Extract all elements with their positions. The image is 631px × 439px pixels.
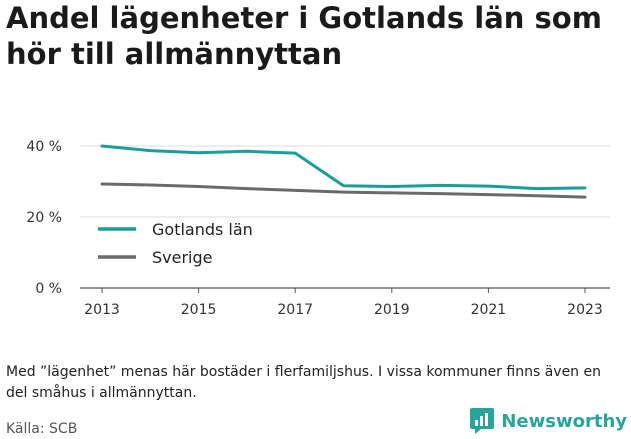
y-tick-label: 20 % [26, 210, 62, 226]
series-line [100, 182, 587, 199]
x-tick-label: 2013 [84, 302, 120, 318]
brand-logo: Newsworthy [469, 407, 627, 435]
brand-name: Newsworthy [501, 410, 627, 432]
x-tick-label: 2019 [374, 302, 410, 318]
x-tick-label: 2015 [181, 302, 217, 318]
y-tick-label: 0 % [35, 281, 62, 297]
series-line [100, 144, 587, 191]
legend-label: Gotlands län [152, 220, 253, 239]
bar-chart-speech-bubble-icon [470, 408, 495, 434]
x-tick-label: 2017 [277, 302, 313, 318]
x-axis-ticks: 2013 2015 2017 2019 2021 2023 [84, 288, 603, 318]
gridlines [80, 145, 610, 289]
line-chart: 0 % 20 % 40 % 2013 2015 2017 2019 2021 2023 Got… [26, 139, 610, 318]
footnote: Med ”lägenhet” menas här bostäder i fler… [6, 364, 601, 401]
source-label: Källa: SCB [6, 421, 78, 437]
chart-title: Andel lägenheter i Gotlands län som hör … [6, 1, 602, 71]
series-lines [100, 144, 587, 199]
y-tick-label: 40 % [26, 139, 62, 155]
legend: Gotlands län Sverige [98, 220, 253, 267]
x-tick-label: 2021 [471, 302, 507, 318]
legend-label: Sverige [152, 248, 213, 267]
x-tick-label: 2023 [567, 302, 603, 318]
y-axis-ticks: 0 % 20 % 40 % [26, 139, 62, 297]
